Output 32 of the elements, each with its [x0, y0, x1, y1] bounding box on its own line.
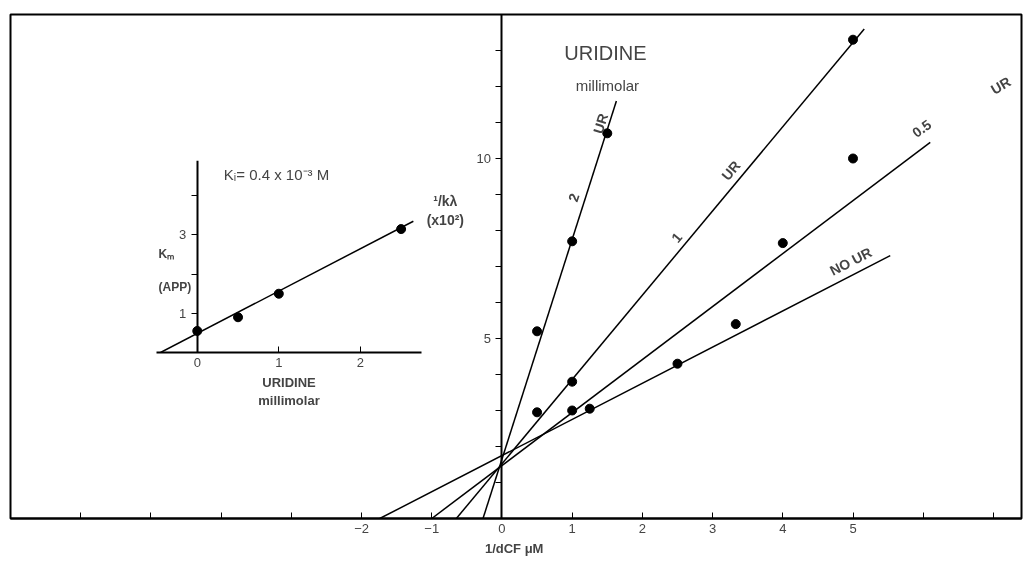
- x-tick-label: 0: [193, 354, 201, 370]
- point: [532, 407, 543, 418]
- annotation: UR: [987, 73, 1014, 98]
- x-tick-label: 1: [275, 354, 283, 370]
- x-tick-label: 2: [356, 354, 364, 370]
- annotation: UR: [589, 111, 612, 136]
- x-axis-title: URIDINE millimolar: [258, 374, 320, 408]
- x-tick-label: 2: [638, 520, 646, 536]
- x-tick-label: −2: [354, 520, 369, 536]
- x-tick-label: 0: [498, 520, 506, 536]
- x-tick-label: 3: [708, 520, 717, 536]
- point: [532, 326, 543, 337]
- x-tick-label: 4: [779, 520, 787, 536]
- x-tick-label: −1: [424, 520, 440, 536]
- y-tick-label: 10: [476, 151, 491, 166]
- point: [777, 238, 788, 249]
- text: Kₘ (APP): [158, 246, 192, 295]
- annotation: Kᵢ= 0.4 x 10⁻³ M: [223, 165, 330, 183]
- annotation: 0.5: [909, 116, 935, 141]
- annotation: 1: [667, 229, 686, 246]
- annotation: UR: [718, 157, 744, 184]
- x-axis-title: 1/dCF μM: [484, 540, 544, 556]
- y-axis-title: ¹/kλ (x10²): [426, 192, 465, 229]
- x-tick-label: 1: [568, 520, 576, 536]
- annotation: NO UR: [827, 244, 875, 279]
- annotation: 2: [565, 191, 583, 204]
- x-tick-label: 5: [849, 520, 857, 536]
- point: [233, 312, 244, 323]
- text: millimolar: [575, 77, 640, 94]
- point: [848, 153, 858, 164]
- text: URIDINE: [564, 41, 647, 64]
- point: [730, 319, 741, 330]
